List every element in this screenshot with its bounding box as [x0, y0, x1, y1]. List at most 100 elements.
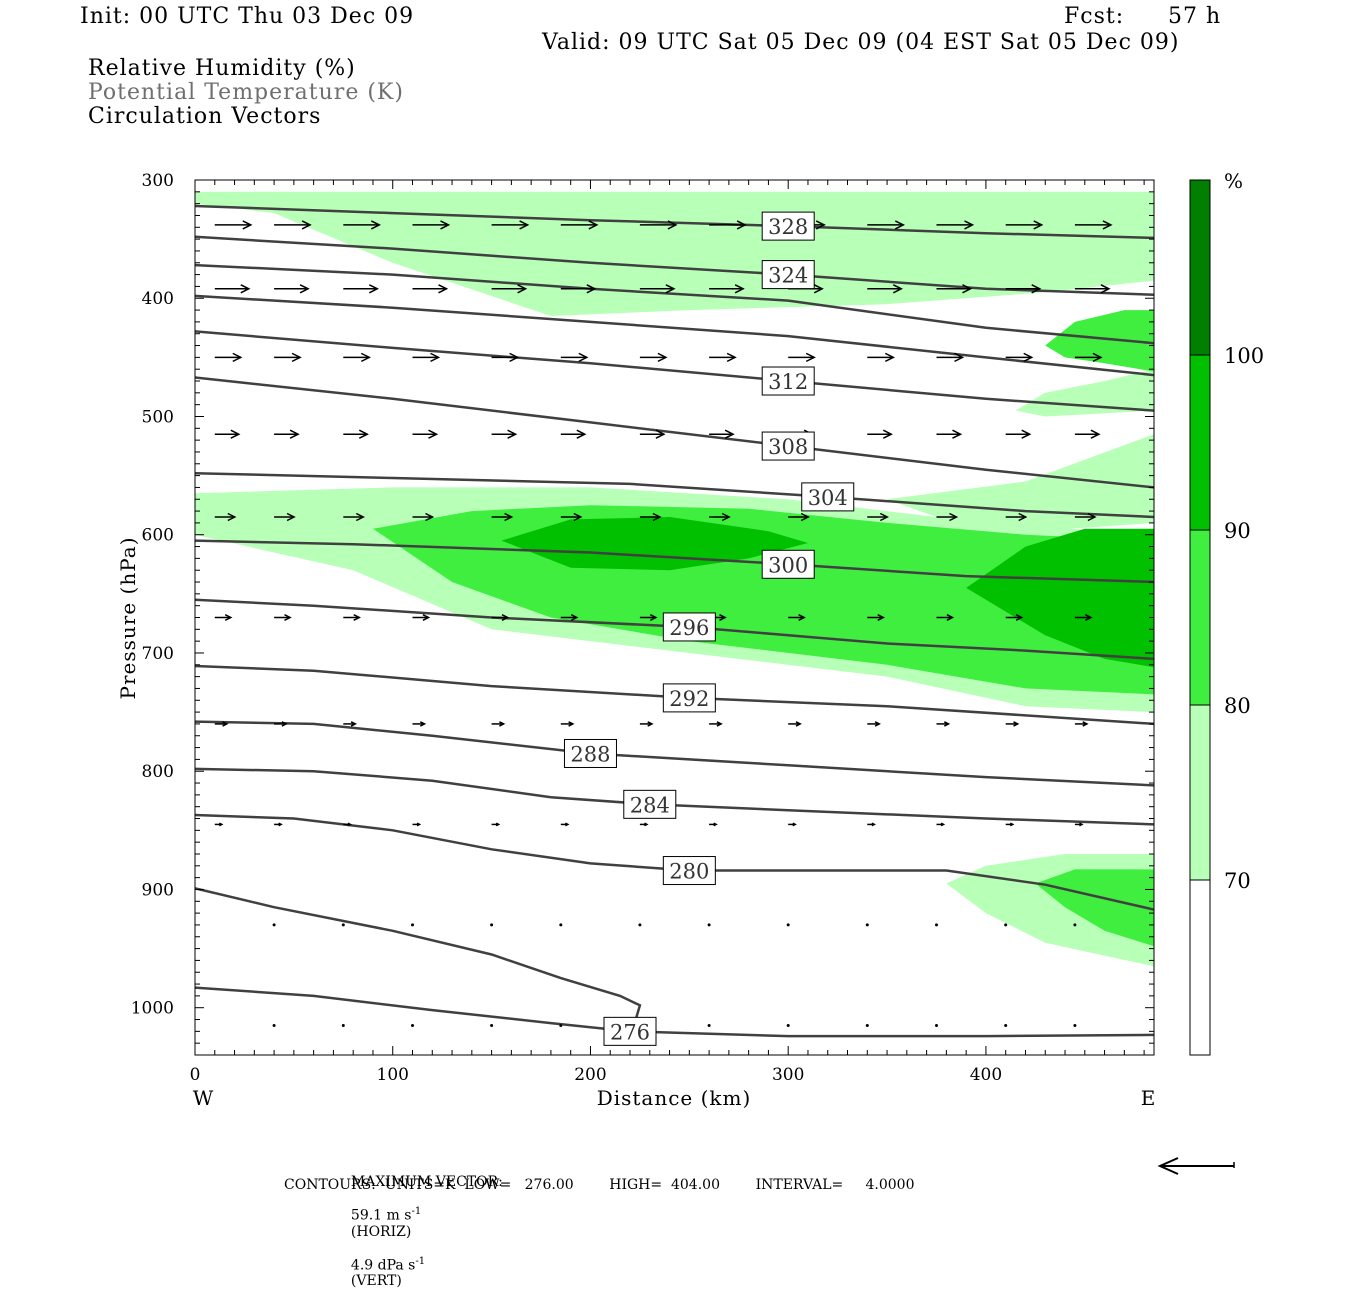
circulation-vector — [936, 512, 959, 522]
rh-region-90-8 — [501, 517, 808, 571]
circulation-vector — [639, 429, 666, 439]
svg-text:296: 296 — [669, 616, 709, 640]
circulation-vector — [343, 614, 361, 621]
circulation-vector — [412, 822, 422, 827]
rh-region-90-9 — [966, 528, 1154, 668]
circulation-vector — [1005, 512, 1028, 522]
x-tick-label: 400 — [970, 1065, 1002, 1085]
colorbar-swatch — [1189, 354, 1211, 531]
y-axis-label: Pressure (hPa) — [116, 537, 140, 700]
circulation-vector — [867, 284, 903, 294]
circulation-vector — [272, 1023, 276, 1027]
x-axis-label: Distance (km) — [597, 1086, 752, 1110]
colorbar-unit: % — [1224, 169, 1243, 193]
forecast-hours: 57 h — [1168, 4, 1222, 29]
svg-text:312: 312 — [768, 370, 808, 394]
theta-contour-304-8 — [195, 471, 1154, 519]
circulation-vector — [867, 220, 905, 230]
circulation-vector — [1074, 352, 1103, 363]
circulation-vector — [639, 721, 654, 727]
circulation-vector — [491, 614, 510, 621]
circulation-vector — [936, 822, 946, 827]
circulation-vector — [934, 1023, 938, 1027]
theta-contour-292-5 — [195, 664, 1154, 726]
circulation-vector — [214, 220, 253, 230]
circulation-vector — [639, 614, 658, 621]
rh-region-70-0 — [195, 191, 1154, 316]
y-tick-label: 900 — [142, 880, 174, 900]
theta-contour-312-10 — [195, 330, 1154, 412]
y-tick-label: 1000 — [131, 999, 174, 1019]
contour-label-284: 284 — [623, 789, 677, 819]
contour-label-292: 292 — [662, 683, 716, 713]
circulation-vector — [412, 512, 435, 522]
circulation-vector — [343, 220, 381, 230]
contour-label-276: 276 — [603, 1016, 657, 1046]
circulation-vector — [341, 923, 345, 927]
svg-text:328: 328 — [768, 215, 808, 239]
circulation-vector — [709, 822, 718, 827]
circulation-vector — [788, 614, 806, 621]
circulation-vector — [1005, 352, 1034, 363]
circulation-vector — [709, 284, 745, 294]
y-tick-label: 400 — [142, 289, 174, 309]
circulation-vector — [559, 923, 563, 927]
cross-section-chart: 276 280 284 288 292 296 300 304 308 312 324 328 300… — [116, 169, 1264, 1175]
circulation-vector — [867, 429, 893, 439]
circulation-vector — [867, 614, 885, 621]
theta-contour-328-14 — [195, 204, 1154, 240]
legend-rh: Relative Humidity (%) — [88, 56, 356, 81]
circulation-vector — [214, 429, 241, 439]
circulation-vector — [412, 284, 449, 294]
svg-text:276: 276 — [610, 1020, 650, 1044]
circulation-vector — [559, 1023, 563, 1027]
colorbar-level-label: 70 — [1224, 869, 1251, 893]
circulation-vector — [491, 284, 528, 294]
circulation-vector — [1005, 822, 1015, 827]
circulation-vector — [343, 721, 357, 727]
circulation-vector — [490, 1023, 494, 1027]
circulation-vector — [638, 923, 642, 927]
circulation-vector — [936, 220, 975, 230]
theta-contour-276-0 — [195, 986, 1154, 1038]
circulation-vector — [639, 284, 676, 294]
valid-time: Valid: 09 UTC Sat 05 Dec 09 (04 EST Sat … — [542, 30, 1180, 55]
circulation-vector — [788, 352, 816, 363]
circulation-vector — [1074, 429, 1101, 439]
circulation-vector — [214, 614, 233, 621]
circulation-vector — [274, 614, 292, 621]
y-tick-label: 800 — [142, 762, 174, 782]
x-tick-label: 100 — [377, 1065, 409, 1085]
svg-text:308: 308 — [768, 435, 808, 459]
circulation-vector — [491, 822, 501, 827]
circulation-vector — [639, 220, 678, 230]
init-time: Init: 00 UTC Thu 03 Dec 09 — [80, 4, 415, 29]
circulation-vector — [274, 721, 288, 727]
circulation-vector — [274, 429, 300, 439]
circulation-vector — [934, 923, 938, 927]
horiz-vector-tag: (HORIZ) — [350, 1223, 412, 1240]
colorbar-level-label: 100 — [1224, 344, 1264, 368]
circulation-vector — [274, 220, 312, 230]
circulation-vector — [1073, 923, 1077, 927]
circulation-vector — [709, 512, 731, 522]
contour-label-304: 304 — [801, 482, 855, 512]
colorbar-swatch — [1189, 179, 1211, 356]
circulation-vector — [1074, 512, 1097, 522]
circulation-vector — [1004, 923, 1008, 927]
circulation-vector — [1005, 721, 1020, 727]
circulation-vector — [639, 822, 649, 827]
circulation-vector — [639, 512, 662, 522]
circulation-vector — [1005, 614, 1024, 621]
y-tick-label: 500 — [142, 407, 174, 427]
circulation-vector — [560, 284, 597, 294]
vector-layer — [214, 220, 1113, 1027]
circulation-vector — [867, 822, 876, 827]
circulation-vector — [639, 352, 668, 363]
contour-label-layer: 276 280 284 288 292 296 300 304 308 312 324 328 — [563, 211, 855, 1046]
axis-layer: 300 400 500 600 700 800 900 1000 0 100 200 300 400 — [131, 171, 1154, 1085]
circulation-vector — [867, 721, 881, 727]
horiz-vector-exponent: -1 — [411, 1206, 422, 1217]
circulation-vector — [214, 352, 243, 363]
circulation-vector — [343, 822, 352, 827]
